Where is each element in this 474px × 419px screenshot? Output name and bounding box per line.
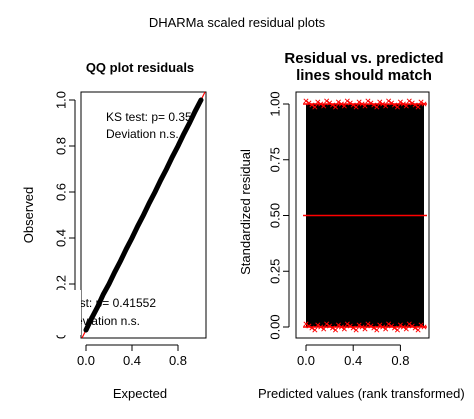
rp-outlier-point [365,98,371,104]
qq-point [95,304,100,310]
rp-x-tick-label: 0.4 [344,353,362,368]
rp-outlier-point [386,321,392,327]
qq-point [101,292,106,297]
rp-outlier-point [312,104,318,110]
qq-point [141,212,146,218]
rp-plot-frame [295,91,430,339]
rp-center-point [355,250,358,253]
rp-outlier-point [324,98,330,104]
qq-point [147,200,152,206]
qq-points [83,97,204,333]
rp-outlier-point [312,327,318,333]
qq-point [83,327,89,333]
qq-point [164,166,169,172]
rp-outlier-point [353,104,359,110]
rp-y-tick-label: 0.25 [268,259,283,284]
qq-plot-frame [80,91,207,339]
rp-outlier-point [374,104,380,110]
rp-x-tick-label: 0.8 [391,353,409,368]
ks-deviation-text: Deviation n.s. [106,127,179,141]
qq-point [135,223,140,229]
rp-outlier-point [415,327,421,333]
rp-outlier-point [374,327,380,333]
qq-point [193,108,198,114]
rp-x-label: Predicted values (rank transformed) [258,386,465,401]
qq-y-tick-label: 0.2 [54,275,69,293]
rp-title-line1: Residual vs. predicted [284,50,443,67]
rp-outlier-point [332,104,339,110]
qq-point [198,97,204,103]
dispersion-deviation-text: Deviation n.s. [67,314,140,328]
qq-point [158,177,163,183]
qq-point [129,235,135,241]
qq-x-tick-label: 0.4 [123,353,141,368]
rp-quantile-lines [303,103,427,328]
rp-y-tick-label: 0.00 [268,314,283,339]
qq-point [152,189,158,195]
rp-y-tick-label: 0.50 [268,203,283,228]
qq-y-tick-label: 0.6 [54,183,69,201]
qq-plot-clip-right [207,86,231,146]
qq-point [124,246,129,252]
qq-x-tick-label: 0.8 [169,353,187,368]
qq-y-tick-label: 0.8 [54,137,69,155]
rp-y-axis: 0.00 0.25 0.50 0.75 1.00 [268,91,290,340]
qq-point [118,258,123,264]
rp-outlier-point [406,321,412,327]
rp-outlier-point [353,327,359,333]
qq-x-label: Expected [113,386,167,401]
rp-outlier-point [394,327,401,333]
qq-x-tick-label: 0.0 [77,353,95,368]
qq-y-label: Observed [21,187,36,243]
rp-outlier-point [415,104,421,110]
qq-y-tick-label: 1.0 [54,91,69,109]
rp-outlier-point [386,98,392,104]
ks-test-text: KS test: p= 0.35 [106,110,192,124]
residual-vs-predicted-panel: Residual vs. predicted lines should matc… [238,50,465,401]
rp-x-tick-label: 0.0 [297,353,315,368]
qq-plot-panel: QQ plot residuals 0.0 0.4 0.8 0.0 0.2 0.4 0.6… [0,60,231,401]
qq-point [187,120,192,126]
qq-plot-clip-left [0,290,81,335]
rp-y-tick-label: 0.75 [268,147,283,172]
qq-plot-title: QQ plot residuals [86,60,194,75]
rp-outlier-point [365,321,371,327]
rp-outlier-point [303,98,309,104]
rp-y-label: Standardized residual [238,149,253,275]
qq-point [89,315,94,321]
rp-outlier-point [303,321,309,327]
rp-y-tick-label: 1.00 [268,91,283,116]
qq-point [112,269,117,275]
qq-point [170,154,175,160]
rp-outlier-point [394,104,401,110]
qq-point [181,131,186,137]
rp-outlier-point [406,98,412,104]
qq-y-tick-label: 0.4 [54,229,69,247]
rp-outlier-point [324,321,330,327]
rp-x-axis: 0.0 0.4 0.8 [297,344,409,368]
rp-outlier-point [332,327,339,333]
rp-outlier-point [344,98,350,104]
qq-point [175,143,181,149]
rp-outlier-point [344,321,350,327]
figure-title: DHARMa scaled residual plots [149,15,326,30]
qq-x-axis: 0.0 0.4 0.8 [77,344,187,368]
rp-title-line2: lines should match [296,67,432,84]
qq-point [106,281,112,287]
